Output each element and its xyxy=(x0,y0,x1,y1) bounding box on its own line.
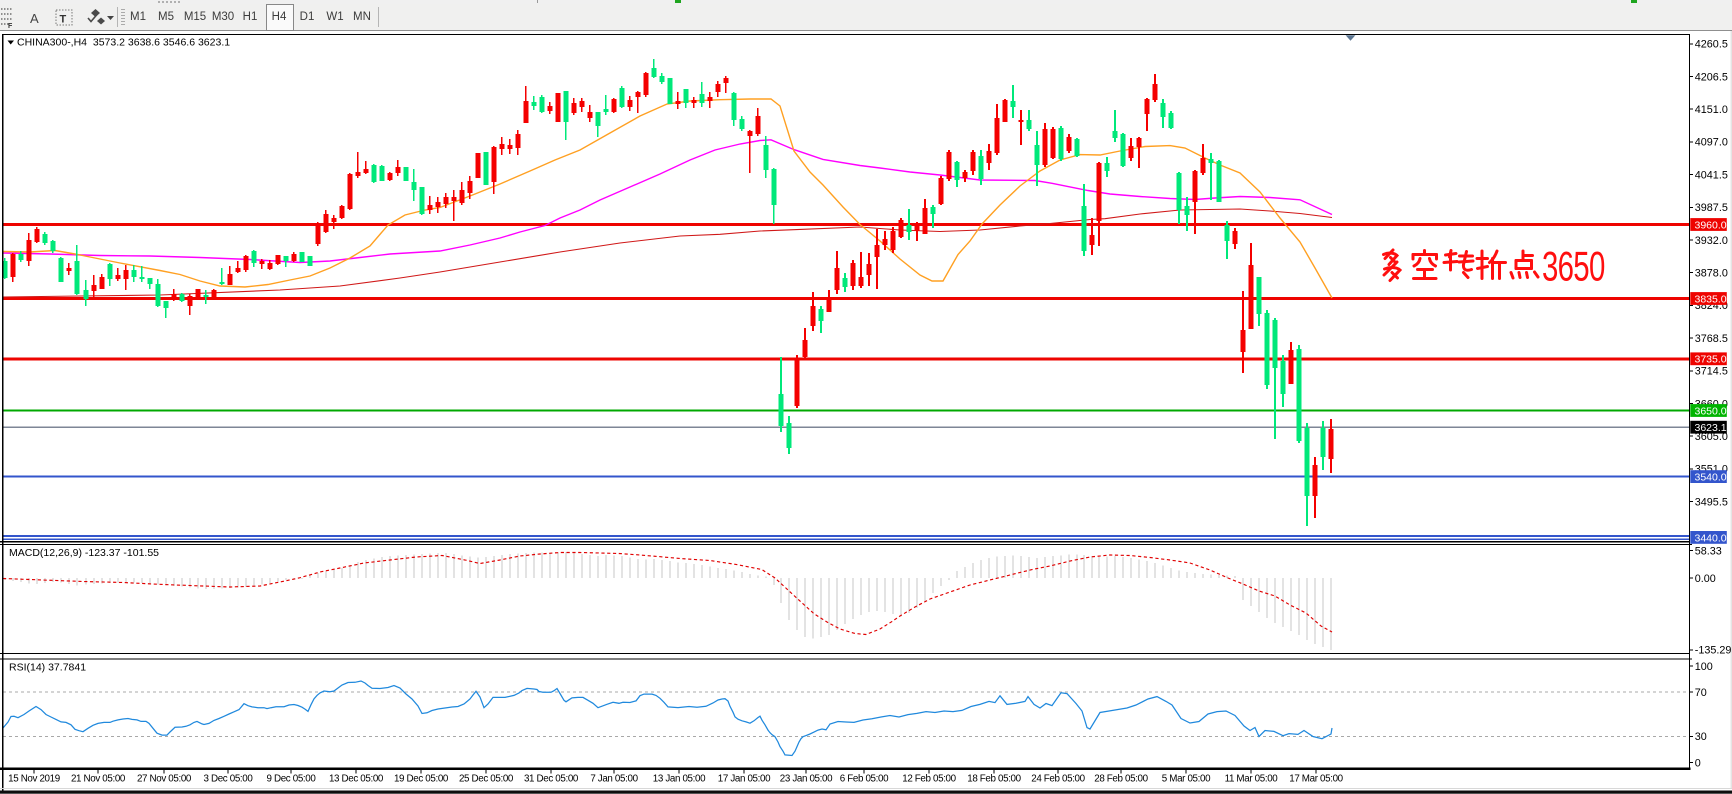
svg-text:T: T xyxy=(60,14,67,26)
svg-text:24 Feb 05:00: 24 Feb 05:00 xyxy=(1031,774,1085,785)
svg-text:4260.5: 4260.5 xyxy=(1695,39,1728,51)
svg-text:11 Mar 05:00: 11 Mar 05:00 xyxy=(1225,774,1279,785)
svg-text:23 Jan 05:00: 23 Jan 05:00 xyxy=(780,774,833,785)
svg-text:30: 30 xyxy=(1695,731,1707,743)
svg-text:15 Nov 2019: 15 Nov 2019 xyxy=(8,774,60,785)
svg-text:3932.0: 3932.0 xyxy=(1695,235,1728,247)
svg-text:3623.1: 3623.1 xyxy=(1695,422,1727,434)
svg-text:3768.5: 3768.5 xyxy=(1695,333,1728,345)
svg-text:21 Nov 05:00: 21 Nov 05:00 xyxy=(71,774,126,785)
svg-text:4041.5: 4041.5 xyxy=(1695,169,1728,181)
svg-text:RSI(14) 37.7841: RSI(14) 37.7841 xyxy=(9,662,86,674)
svg-text:CHINA300-,H4 3573.2 3638.6 35: CHINA300-,H4 3573.2 3638.6 3546.6 3623.1 xyxy=(17,37,230,49)
svg-text:-135.29: -135.29 xyxy=(1695,645,1732,657)
svg-text:17 Mar 05:00: 17 Mar 05:00 xyxy=(1289,774,1343,785)
svg-text:70: 70 xyxy=(1695,687,1707,699)
svg-text:100: 100 xyxy=(1695,661,1713,673)
svg-text:28 Feb 05:00: 28 Feb 05:00 xyxy=(1094,774,1148,785)
svg-text:3495.5: 3495.5 xyxy=(1695,496,1728,508)
svg-text:3714.5: 3714.5 xyxy=(1695,366,1728,378)
svg-text:F: F xyxy=(8,23,13,30)
svg-text:4097.0: 4097.0 xyxy=(1695,137,1728,149)
svg-text:3878.0: 3878.0 xyxy=(1695,268,1728,280)
svg-text:9 Dec 05:00: 9 Dec 05:00 xyxy=(267,774,317,785)
svg-text:13 Dec 05:00: 13 Dec 05:00 xyxy=(329,774,384,785)
svg-text:7 Jan 05:00: 7 Jan 05:00 xyxy=(590,774,638,785)
svg-text:3540.0: 3540.0 xyxy=(1695,472,1727,484)
svg-text:25 Dec 05:00: 25 Dec 05:00 xyxy=(459,774,514,785)
svg-text:3987.5: 3987.5 xyxy=(1695,202,1728,214)
svg-text:3 Dec 05:00: 3 Dec 05:00 xyxy=(204,774,254,785)
svg-text:3650.0: 3650.0 xyxy=(1695,405,1727,417)
svg-text:3960.0: 3960.0 xyxy=(1695,219,1727,231)
svg-text:4206.5: 4206.5 xyxy=(1695,71,1728,83)
svg-text:27 Nov 05:00: 27 Nov 05:00 xyxy=(137,774,192,785)
svg-text:19 Dec 05:00: 19 Dec 05:00 xyxy=(394,774,449,785)
svg-text:3650: 3650 xyxy=(1542,242,1605,290)
svg-text:13 Jan 05:00: 13 Jan 05:00 xyxy=(653,774,706,785)
svg-text:MACD(12,26,9) -123.37 -101.55: MACD(12,26,9) -123.37 -101.55 xyxy=(9,547,159,559)
svg-text:58.33: 58.33 xyxy=(1695,545,1722,557)
svg-text:31 Dec 05:00: 31 Dec 05:00 xyxy=(524,774,579,785)
svg-text:4151.0: 4151.0 xyxy=(1695,104,1728,116)
svg-text:12 Feb 05:00: 12 Feb 05:00 xyxy=(902,774,956,785)
svg-text:5 Mar 05:00: 5 Mar 05:00 xyxy=(1162,774,1211,785)
svg-text:17 Jan 05:00: 17 Jan 05:00 xyxy=(718,774,771,785)
svg-text:0: 0 xyxy=(1695,758,1701,770)
svg-text:18 Feb 05:00: 18 Feb 05:00 xyxy=(967,774,1021,785)
svg-text:0.00: 0.00 xyxy=(1695,573,1716,585)
svg-text:3735.0: 3735.0 xyxy=(1695,354,1727,366)
svg-text:A: A xyxy=(30,11,39,26)
svg-text:6 Feb 05:00: 6 Feb 05:00 xyxy=(840,774,889,785)
svg-text:3605.0: 3605.0 xyxy=(1695,431,1728,443)
svg-text:3835.0: 3835.0 xyxy=(1695,293,1727,305)
svg-text:3440.0: 3440.0 xyxy=(1695,532,1727,544)
